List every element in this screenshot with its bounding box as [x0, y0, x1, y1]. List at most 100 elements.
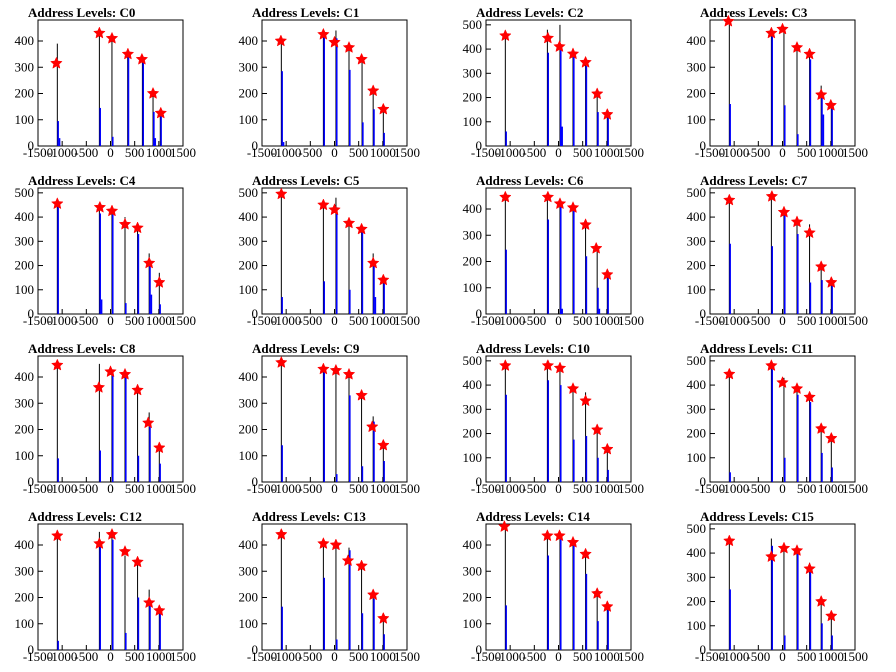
x-tick-label: 500	[797, 649, 817, 664]
x-tick-label: 1000	[370, 313, 396, 328]
x-tick-label: 1500	[394, 649, 420, 664]
star-marker	[355, 222, 368, 235]
star-marker	[553, 361, 567, 374]
panel-title: Address Levels: C14	[476, 509, 590, 524]
star-marker	[152, 441, 166, 454]
star-marker	[765, 550, 778, 563]
star-marker	[824, 98, 838, 111]
x-tick-label: -1000	[47, 313, 77, 328]
star-marker	[814, 88, 828, 101]
y-tick-label: 400	[463, 377, 483, 392]
y-tick-label: 400	[463, 41, 483, 56]
star-marker	[790, 215, 804, 228]
x-tick-label: -500	[298, 649, 322, 664]
x-tick-label: -1500	[247, 481, 277, 496]
star-marker	[131, 383, 144, 396]
x-tick-label: 1500	[170, 649, 196, 664]
x-tick-label: -1000	[719, 481, 749, 496]
panel-5: Address Levels: C50100200300400500-1500-…	[239, 173, 421, 328]
y-tick-label: 400	[15, 537, 35, 552]
x-tick-label: 1500	[170, 313, 196, 328]
star-marker	[814, 594, 828, 607]
y-tick-label: 200	[463, 254, 483, 269]
y-tick-label: 0	[28, 138, 35, 153]
y-tick-label: 300	[687, 233, 707, 248]
star-marker	[154, 106, 168, 119]
star-marker	[722, 534, 736, 547]
plot-frame	[709, 19, 856, 147]
star-marker	[328, 203, 341, 216]
star-marker	[566, 382, 580, 395]
y-tick-label: 300	[463, 401, 483, 416]
y-tick-label: 200	[687, 86, 707, 101]
star-marker	[329, 363, 343, 376]
x-tick-label: 0	[779, 313, 786, 328]
star-marker	[366, 256, 380, 269]
star-marker	[50, 56, 63, 69]
x-tick-label: -500	[298, 145, 322, 160]
y-tick-label: 400	[687, 33, 707, 48]
star-marker	[579, 547, 592, 560]
star-marker	[355, 388, 368, 401]
star-marker	[93, 537, 106, 550]
star-marker	[765, 26, 778, 39]
star-marker	[541, 529, 554, 542]
star-marker	[274, 355, 288, 368]
x-tick-label: 500	[573, 145, 593, 160]
star-marker	[355, 559, 368, 572]
star-marker	[824, 609, 838, 622]
x-tick-label: -1000	[47, 649, 77, 664]
star-marker	[376, 102, 390, 115]
x-tick-label: 500	[349, 313, 369, 328]
panel-title: Address Levels: C15	[700, 509, 814, 524]
star-marker	[498, 519, 511, 533]
plot-frame	[37, 355, 184, 483]
x-tick-label: -500	[522, 481, 546, 496]
x-tick-label: 500	[125, 649, 145, 664]
x-tick-label: -500	[746, 145, 770, 160]
x-tick-label: 0	[779, 649, 786, 664]
x-tick-label: 1000	[594, 145, 620, 160]
panel-title: Address Levels: C4	[28, 173, 136, 188]
y-tick-label: 200	[239, 590, 259, 605]
x-tick-label: -1000	[495, 481, 525, 496]
y-tick-label: 300	[15, 563, 35, 578]
plot-frame	[709, 187, 856, 315]
x-tick-label: -1500	[471, 313, 501, 328]
star-marker	[553, 40, 566, 52]
x-tick-label: -1500	[471, 481, 501, 496]
x-tick-label: -1000	[495, 649, 525, 664]
star-marker	[329, 538, 343, 551]
y-tick-label: 200	[687, 594, 707, 609]
x-tick-label: -1500	[695, 649, 725, 664]
y-tick-label: 100	[463, 280, 483, 295]
star-marker	[377, 611, 390, 624]
y-tick-label: 300	[687, 59, 707, 74]
star-marker	[342, 216, 356, 229]
star-marker	[51, 529, 64, 542]
x-tick-label: 500	[125, 313, 145, 328]
y-tick-label: 0	[252, 642, 259, 657]
x-tick-label: 1000	[818, 313, 844, 328]
x-tick-label: -1500	[247, 313, 277, 328]
y-tick-label: 300	[239, 233, 259, 248]
star-marker	[579, 394, 592, 407]
y-tick-label: 200	[15, 86, 35, 101]
x-tick-label: -500	[522, 649, 546, 664]
y-tick-label: 300	[239, 395, 259, 410]
x-tick-label: 1000	[818, 649, 844, 664]
y-tick-label: 300	[687, 569, 707, 584]
star-marker	[142, 256, 156, 269]
y-tick-label: 500	[15, 185, 35, 200]
star-marker	[152, 603, 166, 617]
star-marker	[142, 596, 156, 609]
x-tick-label: 500	[125, 145, 145, 160]
x-tick-label: 0	[331, 649, 338, 664]
y-tick-label: 100	[687, 112, 707, 127]
star-marker	[814, 260, 828, 273]
star-marker	[153, 275, 166, 288]
y-tick-label: 400	[15, 33, 35, 48]
y-tick-label: 400	[463, 201, 483, 216]
panel-6: Address Levels: C6 0 100 200 300 400 -1500-100…	[463, 173, 645, 328]
star-marker	[131, 221, 144, 234]
